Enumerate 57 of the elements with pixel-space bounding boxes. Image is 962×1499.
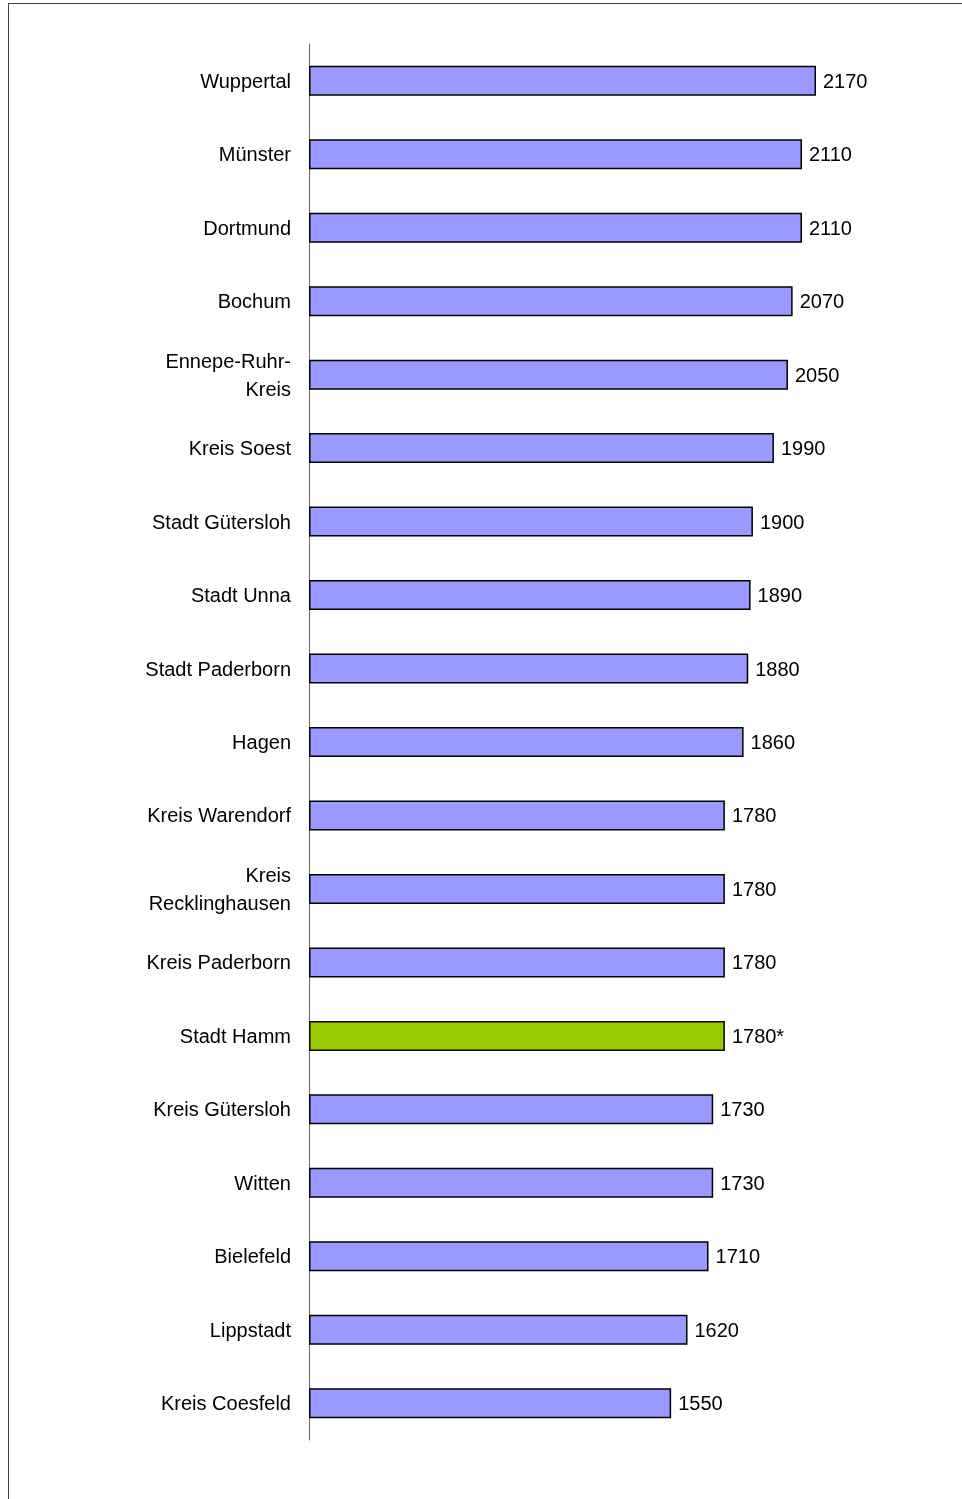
- bar: [309, 1314, 688, 1345]
- y-tick-label: Kreis Gütersloh: [153, 1098, 291, 1121]
- data-label: 2110: [808, 143, 852, 166]
- bar: [309, 1094, 714, 1125]
- y-tick-label: Wuppertal: [200, 69, 291, 92]
- y-tick-label: Kreis Soest: [188, 437, 292, 460]
- bar: [309, 653, 749, 684]
- data-label: 2170: [823, 69, 868, 92]
- data-label: 1780*: [731, 1024, 785, 1047]
- y-tick-label: Kreis Paderborn: [146, 951, 291, 974]
- bar: [309, 1020, 725, 1051]
- bar: [309, 873, 725, 904]
- y-tick-label: Kreis Coesfeld: [160, 1392, 291, 1415]
- bar: [309, 1388, 672, 1419]
- y-tick-label: Bielefeld: [214, 1245, 291, 1268]
- bar: [309, 727, 744, 757]
- bar: [309, 1241, 709, 1272]
- data-label: 1780: [731, 804, 777, 827]
- y-tick-label: Bochum: [217, 290, 291, 313]
- bar: [309, 359, 788, 390]
- data-label: 2070: [799, 290, 845, 313]
- data-label: 1550: [678, 1392, 723, 1415]
- data-label: 1900: [759, 510, 805, 533]
- bar: [309, 947, 725, 978]
- y-tick-label: Kreis Warendorf: [147, 804, 292, 827]
- data-label: 2050: [794, 363, 840, 386]
- y-tick-label: Lippstadt: [209, 1318, 292, 1341]
- y-tick-label: Dortmund: [203, 216, 291, 239]
- y-tick-label: Witten: [234, 1171, 291, 1194]
- data-label: 1880: [755, 657, 800, 680]
- data-label: 1710: [715, 1245, 761, 1268]
- y-tick-label: Hagen: [232, 731, 291, 753]
- bar: [309, 212, 802, 243]
- data-label: 1730: [720, 1098, 765, 1121]
- bar: [309, 139, 802, 170]
- bar: [309, 580, 751, 611]
- data-label: 1780: [731, 877, 777, 900]
- bar: [309, 286, 793, 317]
- y-tick-label: Stadt Paderborn: [145, 657, 291, 680]
- bar: [309, 1167, 714, 1198]
- y-tick-label: Ennepe-Ruhr-Kreis: [165, 349, 291, 400]
- y-tick-label: Stadt Gütersloh: [152, 510, 291, 533]
- data-label: 1890: [757, 584, 803, 607]
- bar: [309, 800, 725, 831]
- data-label: 2110: [808, 216, 852, 239]
- y-tick-label: Kreis Recklinghausen: [148, 863, 291, 914]
- bar: [309, 433, 774, 464]
- data-label: 1730: [720, 1171, 765, 1194]
- bar: [309, 65, 816, 96]
- data-label: 1990: [780, 437, 826, 460]
- data-label: 1780: [731, 951, 777, 974]
- y-tick-label: Stadt Unna: [190, 584, 292, 607]
- bar: [309, 506, 753, 537]
- y-tick-label: Münster: [218, 143, 292, 166]
- data-label: 1620: [694, 1318, 739, 1341]
- y-tick-label: Stadt Hamm: [179, 1024, 291, 1047]
- data-label: 1860: [750, 731, 796, 753]
